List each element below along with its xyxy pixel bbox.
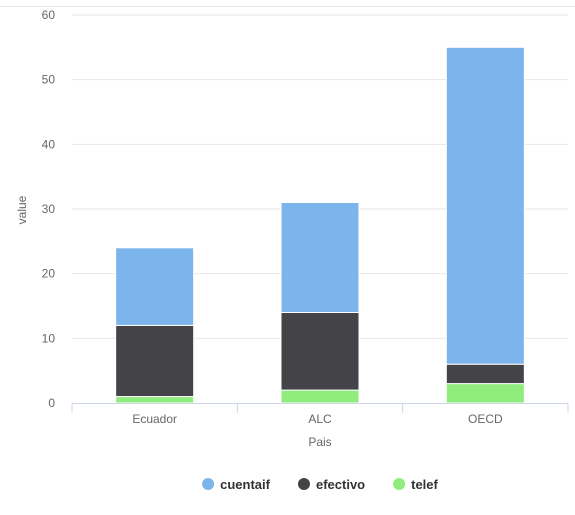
legend-swatch	[202, 478, 215, 490]
legend-label: cuentaif	[220, 477, 271, 492]
x-axis: Ecuador ALC OECD	[71, 403, 569, 426]
y-axis-title: value	[15, 195, 29, 224]
bar-efectivo-OECD[interactable]	[445, 363, 525, 385]
bars	[115, 46, 525, 404]
bar-telef-OECD[interactable]	[445, 383, 525, 404]
x-tick-label: Ecuador	[132, 412, 177, 426]
bar-efectivo-ALC[interactable]	[280, 311, 360, 391]
y-tick-label: 60	[42, 8, 56, 22]
y-axis-ticks: 0 10 20 30 40 50 60	[42, 8, 56, 410]
window-top-strip	[0, 0, 575, 7]
legend-item-telef[interactable]: telef	[393, 477, 439, 492]
x-tick-label: ALC	[308, 412, 332, 426]
legend-label: efectivo	[316, 477, 365, 492]
x-tick-label: OECD	[468, 412, 503, 426]
bar-telef-ALC[interactable]	[280, 389, 360, 404]
bar-cuentaif-ALC[interactable]	[280, 202, 360, 313]
y-tick-label: 10	[42, 331, 56, 345]
legend-item-cuentaif[interactable]: cuentaif	[202, 477, 271, 492]
x-axis-title: Pais	[308, 435, 331, 449]
legend-item-efectivo[interactable]: efectivo	[297, 477, 365, 492]
legend: cuentaif efectivo telef	[202, 477, 439, 492]
y-tick-label: 20	[42, 267, 56, 281]
y-tick-label: 40	[42, 137, 56, 151]
y-tick-label: 50	[42, 73, 56, 87]
bar-telef-Ecuador[interactable]	[115, 396, 195, 404]
y-tick-label: 0	[48, 396, 55, 410]
bar-efectivo-Ecuador[interactable]	[115, 324, 195, 398]
y-tick-label: 30	[42, 202, 56, 216]
bar-cuentaif-OECD[interactable]	[445, 46, 525, 365]
legend-label: telef	[411, 477, 438, 492]
bar-cuentaif-Ecuador[interactable]	[115, 247, 195, 326]
legend-swatch	[297, 478, 310, 490]
legend-swatch	[393, 478, 406, 490]
